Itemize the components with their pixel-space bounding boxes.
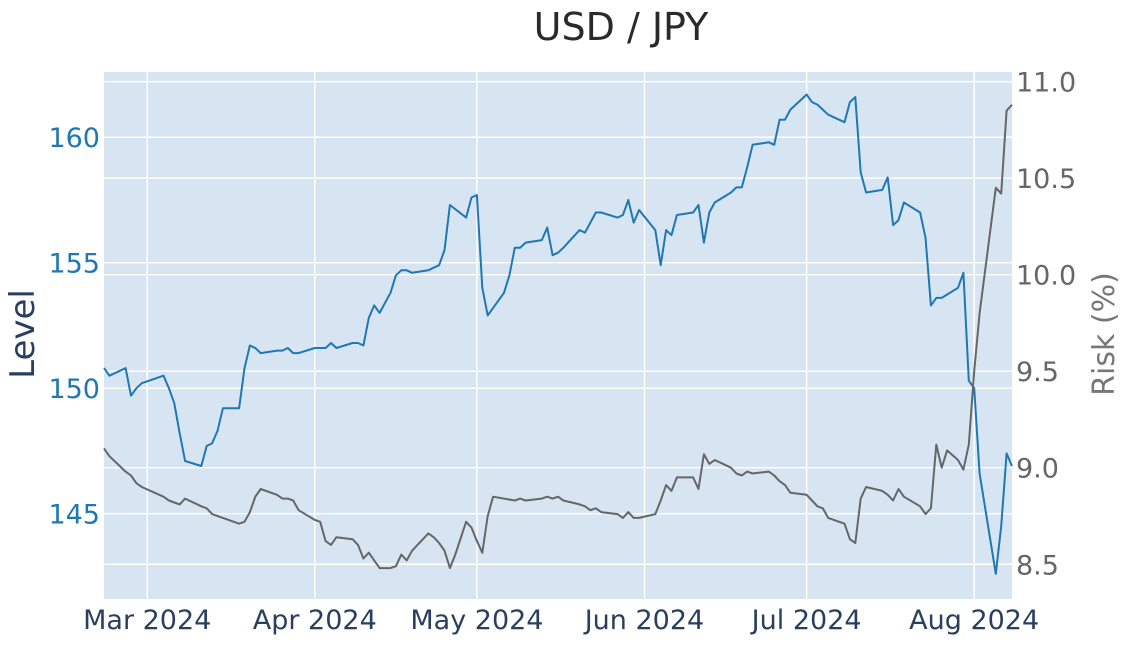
y-left-tick-label: 160 (48, 123, 100, 154)
y-right-tick-label: 9.0 (1016, 454, 1059, 485)
y-axis-right-ticks: 8.5 9.0 9.5 10.0 10.5 11.0 (1016, 68, 1076, 582)
y-axis-left-label: Level (3, 289, 43, 379)
y-right-tick-label: 9.5 (1016, 357, 1059, 388)
level-series-line (103, 93, 1013, 575)
x-tick-label: May 2024 (410, 605, 543, 636)
x-tick-label: Mar 2024 (83, 605, 211, 636)
y-axis-right-label: Risk (%) (1087, 272, 1122, 396)
y-right-tick-label: 11.0 (1016, 68, 1076, 99)
plot-area (104, 72, 1012, 599)
grid-lines (104, 72, 1012, 599)
series-lines (103, 93, 1013, 575)
y-left-tick-label: 145 (48, 500, 100, 531)
chart-title: USD / JPY (534, 5, 709, 49)
risk-series-line (103, 104, 1013, 570)
x-axis-ticks: Mar 2024 Apr 2024 May 2024 Jun 2024 Jul 2024… (83, 605, 1039, 636)
x-tick-label: Jul 2024 (750, 605, 862, 636)
x-tick-label: Apr 2024 (253, 605, 377, 636)
y-right-tick-label: 10.0 (1016, 261, 1076, 292)
y-right-tick-label: 8.5 (1016, 550, 1059, 581)
y-left-tick-label: 150 (48, 374, 100, 405)
y-axis-left-ticks: 145 150 155 160 (48, 123, 100, 530)
y-left-tick-label: 155 (48, 249, 100, 280)
x-tick-label: Aug 2024 (909, 605, 1039, 636)
x-tick-label: Jun 2024 (583, 605, 704, 636)
y-right-tick-label: 10.5 (1016, 164, 1076, 195)
